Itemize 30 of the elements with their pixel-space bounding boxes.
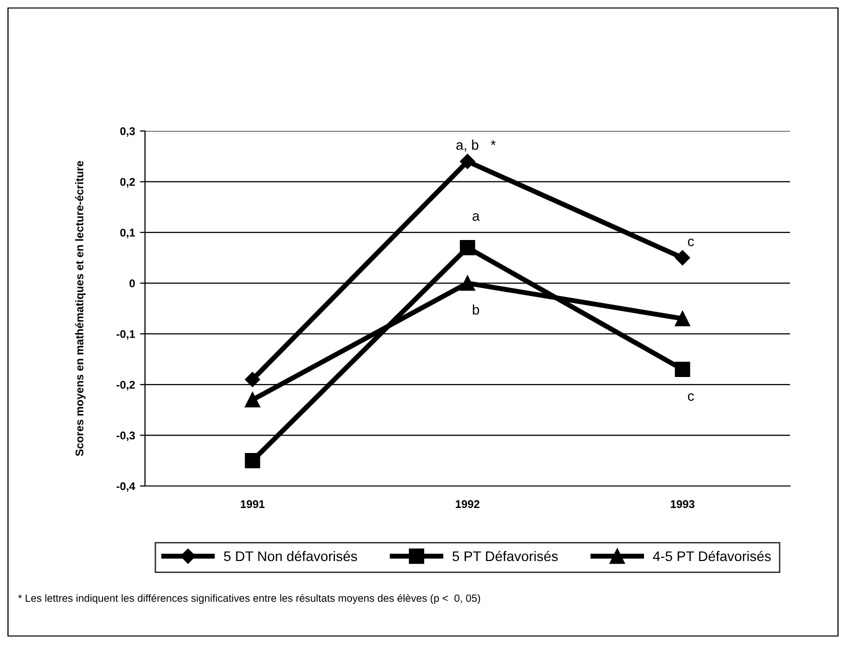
legend-label: 5 PT Défavorisés xyxy=(452,550,558,562)
point xyxy=(674,250,690,266)
y-axis-title: Scores moyens en mathématiques et en lecture-écriture xyxy=(75,160,86,456)
annotation: c xyxy=(688,393,694,401)
point xyxy=(460,240,476,256)
annotation: a xyxy=(472,213,480,221)
y-tick-label: 0,3 xyxy=(120,127,135,137)
y-tick-label: 0 xyxy=(130,279,135,288)
point xyxy=(460,154,476,169)
x-tick-label: 1991 xyxy=(240,500,265,508)
point xyxy=(244,392,260,408)
legend-label: 4-5 PT Défavorisés xyxy=(652,550,771,562)
x-tick-label: 1993 xyxy=(670,500,694,508)
y-tick-label: -0,4 xyxy=(116,482,136,492)
annotation: b xyxy=(472,304,480,315)
annotation: c xyxy=(688,238,694,246)
point xyxy=(460,276,476,291)
legend-label: 5 DT Non défavorisés xyxy=(224,550,358,562)
point xyxy=(674,362,690,377)
x-tick-label: 1992 xyxy=(456,500,480,508)
annotation: a, b * xyxy=(456,140,496,152)
y-tick-label: 0,1 xyxy=(120,228,135,238)
y-tick-label: -0,2 xyxy=(116,380,135,390)
point xyxy=(244,453,260,468)
y-tick-label: -0,1 xyxy=(116,330,135,340)
text: * Les lettres indiquent les différences significatives entre les résultats moyens des élèves (p < 0, 05) xyxy=(18,594,480,604)
y-tick-label: -0,3 xyxy=(116,432,135,442)
point xyxy=(244,372,260,388)
y-tick-label: 0,2 xyxy=(120,178,135,188)
point xyxy=(674,311,690,326)
